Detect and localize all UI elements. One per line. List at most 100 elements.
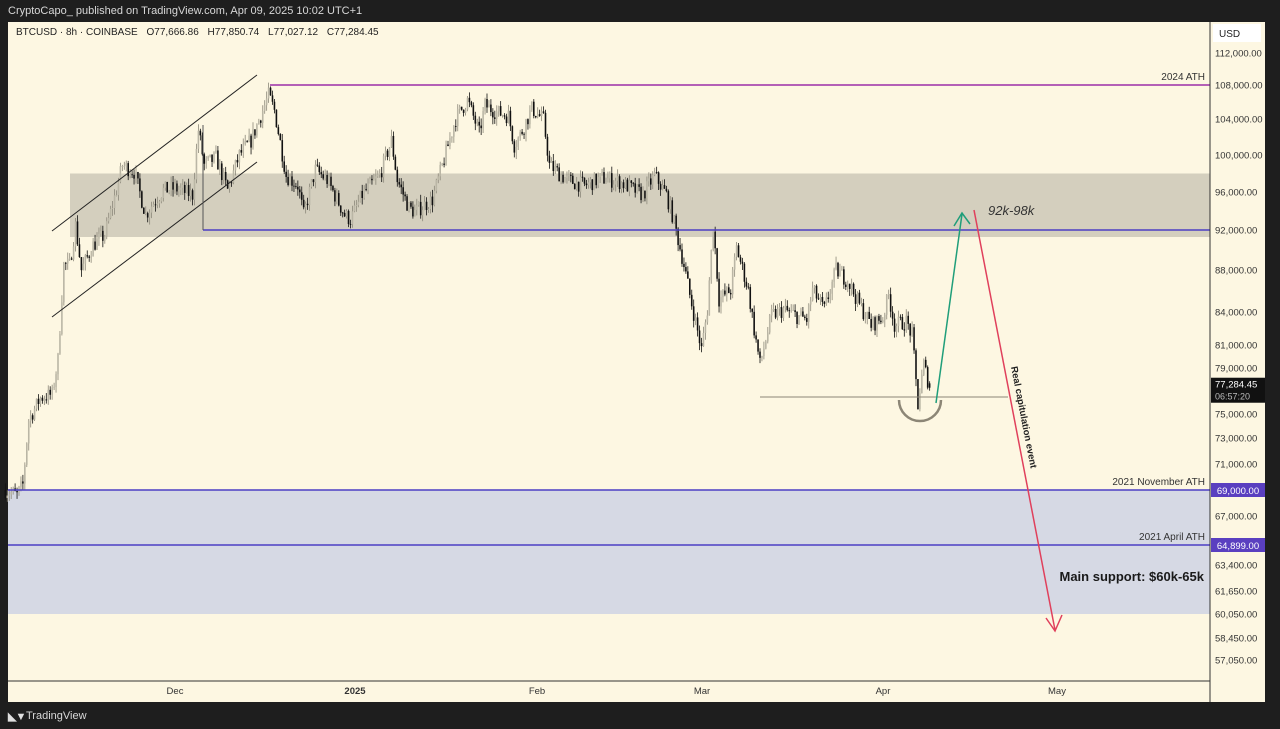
candle-body — [158, 201, 161, 204]
candle-body — [74, 221, 77, 247]
y-tick-label: 79,000.00 — [1215, 364, 1257, 375]
candle-body — [589, 179, 592, 183]
candle-body — [412, 206, 414, 217]
y-tick-label: 112,000.00 — [1215, 49, 1262, 60]
candle-body — [634, 183, 636, 193]
candle-body — [330, 176, 332, 186]
candle-body — [377, 174, 379, 177]
price-badge-2 — [1211, 483, 1265, 497]
candle-body — [441, 163, 443, 165]
candle-body — [597, 176, 599, 186]
candle-body — [739, 257, 742, 262]
candle-body — [119, 166, 122, 182]
candle-body — [135, 172, 137, 179]
price-badge-text-3: 64,899.00 — [1217, 541, 1259, 552]
ohlc-low: L77,027.12 — [268, 27, 319, 38]
capitulation-arrowhead-icon — [1045, 614, 1063, 633]
candle-body — [616, 176, 619, 181]
candle-body — [224, 171, 227, 181]
candle-body — [293, 185, 295, 187]
candle-body — [127, 163, 129, 177]
y-tick-label: 100,000.00 — [1215, 151, 1263, 162]
candle-body — [43, 399, 46, 401]
symbol-info[interactable]: BTCUSD · 8h · COINBASE — [16, 27, 138, 38]
candle-body — [722, 290, 724, 298]
candle-body — [821, 296, 824, 302]
x-tick-label: 2025 — [344, 686, 366, 697]
candle-body — [583, 177, 586, 184]
candle-body — [94, 241, 96, 250]
candle-body — [410, 202, 412, 207]
candle-body — [22, 481, 24, 484]
candle-body — [139, 178, 141, 192]
candle-body — [92, 241, 94, 257]
level-label-3: 2021 April ATH — [1139, 532, 1205, 543]
candle-body — [392, 135, 395, 157]
capitulation-arrow — [973, 209, 1056, 631]
y-tick-label: 57,050.00 — [1215, 656, 1257, 667]
candle-body — [455, 126, 457, 127]
candle-body — [564, 177, 566, 183]
candle-body — [907, 315, 909, 324]
candle-body — [258, 120, 260, 125]
y-tick-label: 88,000.00 — [1215, 266, 1257, 277]
candle-body — [671, 200, 674, 223]
candle-body — [833, 269, 835, 282]
candle-body — [324, 174, 326, 179]
candle-body — [591, 179, 594, 191]
candle-body — [462, 109, 465, 113]
right-frame — [1265, 22, 1280, 702]
candle-body — [189, 190, 192, 196]
publisher-text: CryptoCapo_ published on TradingView.com… — [8, 5, 363, 17]
candle-body — [815, 285, 818, 299]
candle-body — [232, 170, 235, 183]
candle-body — [807, 304, 810, 322]
last-price-value: 77,284.45 — [1215, 380, 1257, 391]
candle-body — [687, 271, 689, 279]
candle-body — [367, 183, 369, 190]
candle-body — [622, 182, 625, 189]
candle-body — [76, 221, 79, 245]
candle-body — [798, 315, 800, 325]
candle-body — [887, 294, 890, 296]
candle-body — [468, 97, 471, 103]
candle-body — [577, 181, 580, 192]
candle-body — [587, 182, 590, 186]
candle-body — [733, 256, 736, 270]
candle-body — [889, 294, 892, 312]
candle-body — [753, 311, 755, 336]
candle-body — [88, 256, 90, 258]
candle-body — [891, 311, 894, 319]
candle-body — [885, 294, 888, 315]
candle-body — [572, 175, 574, 184]
candle-body — [382, 155, 385, 178]
candle-body — [439, 164, 441, 177]
candle-body — [636, 184, 638, 193]
candle-body — [653, 172, 656, 175]
candle-body — [269, 87, 272, 96]
candle-body — [228, 182, 231, 189]
candle-body — [90, 256, 92, 258]
candle-body — [523, 133, 525, 135]
candle-body — [928, 383, 931, 388]
candle-body — [271, 95, 274, 102]
candle-body — [548, 155, 551, 163]
candle-body — [203, 154, 206, 164]
candle-body — [478, 121, 480, 126]
candle-body — [895, 325, 898, 332]
candle-body — [521, 131, 523, 134]
candle-body — [154, 204, 157, 206]
zone-resistance — [70, 173, 1210, 237]
candle-body — [70, 258, 73, 260]
candle-body — [451, 136, 453, 139]
candle-body — [673, 215, 675, 223]
candle-body — [839, 270, 841, 277]
candle-body — [357, 201, 360, 206]
candle-body — [837, 262, 839, 277]
candle-body — [197, 130, 200, 149]
channel-lower-line — [51, 161, 258, 318]
candle-body — [345, 210, 348, 217]
candle-body — [595, 173, 597, 186]
candle-body — [917, 379, 919, 410]
